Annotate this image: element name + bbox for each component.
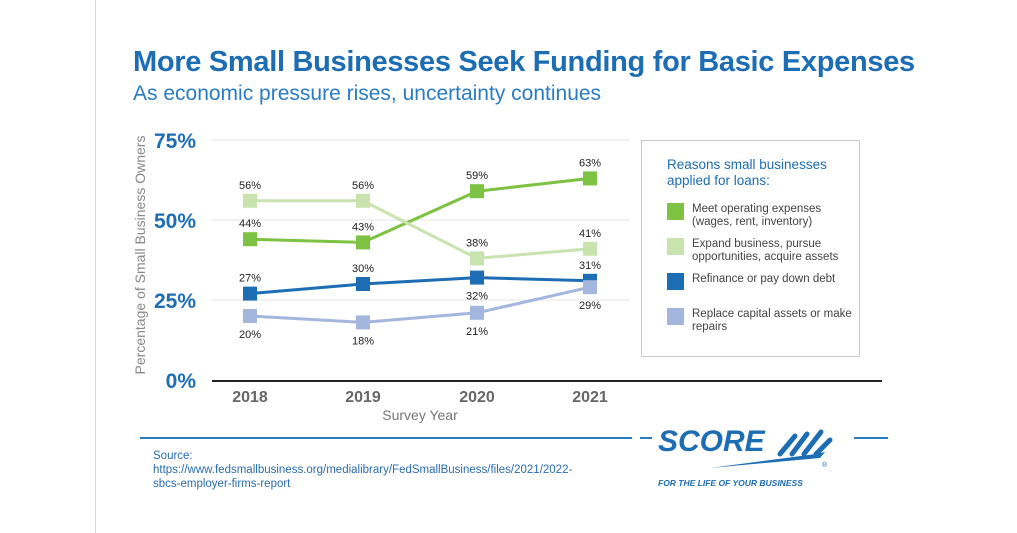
score-logo: SCORE ® bbox=[640, 425, 888, 469]
legend-label: Meet operating expenses (wages, rent, in… bbox=[692, 203, 822, 228]
legend: Reasons small businesses applied for loa… bbox=[641, 140, 860, 357]
series-line bbox=[250, 199, 591, 260]
data-label: 56% bbox=[352, 180, 374, 192]
data-point bbox=[470, 251, 484, 266]
x-tick-label: 2020 bbox=[459, 389, 495, 406]
legend-item: Expand business, pursue opportunities, a… bbox=[667, 238, 852, 264]
data-label: 21% bbox=[466, 326, 488, 338]
source-text: Source: https://www.fedsmallbusiness.org… bbox=[153, 450, 573, 490]
legend-label: Replace capital assets or make repairs bbox=[692, 308, 852, 333]
data-point bbox=[583, 241, 597, 256]
data-label: 27% bbox=[239, 273, 261, 285]
legend-label: Expand business, pursue opportunities, a… bbox=[692, 238, 839, 263]
data-label: 56% bbox=[239, 180, 261, 192]
data-point bbox=[243, 309, 257, 323]
y-tick-label: 25% bbox=[154, 290, 196, 313]
chart-title: More Small Businesses Seek Funding for B… bbox=[133, 46, 915, 78]
data-point bbox=[356, 277, 370, 291]
legend-item: Replace capital assets or make repairs bbox=[667, 308, 852, 334]
data-label: 31% bbox=[579, 260, 601, 272]
data-label: 44% bbox=[239, 218, 261, 230]
data-label: 20% bbox=[239, 329, 261, 341]
data-label: 43% bbox=[352, 221, 374, 233]
series-line bbox=[249, 176, 591, 244]
series-line bbox=[249, 276, 591, 296]
data-label: 41% bbox=[579, 228, 601, 240]
legend-swatch bbox=[667, 203, 684, 220]
y-tick-label: 0% bbox=[166, 370, 197, 393]
data-point bbox=[470, 270, 484, 285]
data-point bbox=[243, 193, 257, 208]
x-tick-label: 2021 bbox=[572, 389, 608, 406]
data-point bbox=[470, 305, 484, 320]
x-tick-label: 2018 bbox=[232, 389, 268, 406]
source-rule bbox=[140, 437, 632, 439]
legend-item: Meet operating expenses (wages, rent, in… bbox=[667, 203, 852, 229]
data-label: 63% bbox=[579, 157, 601, 169]
legend-swatch bbox=[667, 308, 684, 325]
data-label: 30% bbox=[352, 263, 374, 275]
y-tick-label: 75% bbox=[154, 130, 196, 153]
divider bbox=[95, 0, 96, 533]
legend-swatch bbox=[667, 238, 684, 255]
logo-tagline: FOR THE LIFE OF YOUR BUSINESS bbox=[658, 478, 803, 488]
data-label: 18% bbox=[352, 335, 374, 347]
data-point bbox=[243, 232, 257, 247]
svg-text:®: ® bbox=[822, 461, 828, 469]
chart-subtitle: As economic pressure rises, uncertainty … bbox=[133, 82, 602, 105]
data-point bbox=[356, 315, 370, 330]
data-label: 59% bbox=[466, 170, 488, 182]
data-point bbox=[356, 235, 370, 250]
legend-label: Refinance or pay down debt bbox=[692, 273, 836, 285]
x-axis-title: Survey Year bbox=[382, 407, 458, 423]
legend-title: Reasons small businesses applied for loa… bbox=[667, 157, 827, 188]
y-tick-label: 50% bbox=[154, 210, 196, 233]
x-tick-label: 2019 bbox=[345, 389, 381, 406]
legend-swatch bbox=[667, 273, 684, 290]
svg-text:SCORE: SCORE bbox=[658, 425, 766, 458]
y-axis-title: Percentage of Small Business Owners bbox=[132, 136, 148, 375]
data-point bbox=[583, 280, 597, 295]
legend-item: Refinance or pay down debt bbox=[667, 273, 852, 290]
data-label: 29% bbox=[579, 300, 601, 312]
data-point bbox=[470, 184, 484, 199]
data-point bbox=[243, 286, 257, 301]
data-label: 32% bbox=[466, 291, 488, 303]
data-label: 38% bbox=[466, 237, 488, 249]
series-line bbox=[249, 285, 591, 324]
data-point bbox=[583, 171, 597, 186]
data-point bbox=[356, 193, 370, 208]
